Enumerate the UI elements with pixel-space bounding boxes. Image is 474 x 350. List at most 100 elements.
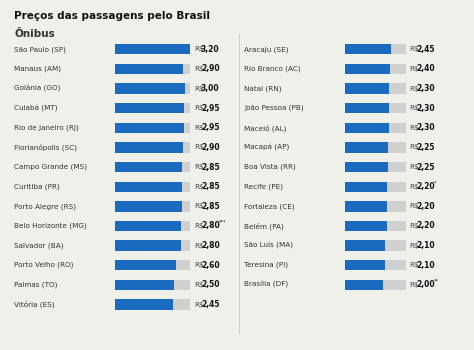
Bar bbox=[115, 103, 190, 113]
Bar bbox=[115, 64, 190, 74]
Bar bbox=[115, 162, 182, 172]
Bar bbox=[115, 122, 184, 133]
Text: 2,00: 2,00 bbox=[417, 280, 435, 289]
Bar bbox=[115, 240, 181, 251]
Text: R$: R$ bbox=[410, 203, 419, 209]
Text: R$: R$ bbox=[410, 223, 419, 229]
Bar bbox=[115, 182, 190, 192]
Text: R$: R$ bbox=[194, 203, 203, 209]
Bar bbox=[345, 201, 406, 211]
Text: 2,30: 2,30 bbox=[417, 84, 435, 93]
Bar bbox=[345, 182, 387, 192]
Text: R$: R$ bbox=[410, 105, 419, 111]
Text: 2,30: 2,30 bbox=[417, 104, 435, 113]
Text: 2,80: 2,80 bbox=[201, 241, 219, 250]
Bar bbox=[345, 240, 385, 251]
Text: Curitiba (PR): Curitiba (PR) bbox=[15, 183, 60, 190]
Text: 2,40: 2,40 bbox=[417, 64, 435, 74]
Text: Natal (RN): Natal (RN) bbox=[244, 85, 282, 92]
Text: Salvador (BA): Salvador (BA) bbox=[15, 242, 64, 249]
Bar bbox=[345, 103, 389, 113]
Text: R$: R$ bbox=[410, 282, 419, 288]
Text: 2,20: 2,20 bbox=[417, 202, 435, 211]
Bar bbox=[115, 240, 190, 251]
Bar bbox=[115, 64, 183, 74]
Bar bbox=[115, 142, 183, 153]
Bar bbox=[345, 280, 406, 290]
Bar bbox=[345, 182, 406, 192]
Text: Cuiabá (MT): Cuiabá (MT) bbox=[15, 105, 58, 112]
Bar bbox=[345, 142, 388, 153]
Text: 2,30: 2,30 bbox=[417, 123, 435, 132]
Bar bbox=[345, 280, 383, 290]
Text: Manaus (AM): Manaus (AM) bbox=[15, 66, 62, 72]
Bar bbox=[345, 122, 389, 133]
Text: R$: R$ bbox=[410, 262, 419, 268]
Bar bbox=[345, 240, 406, 251]
Text: R$: R$ bbox=[194, 46, 203, 52]
Text: R$: R$ bbox=[194, 105, 203, 111]
Text: Ônibus: Ônibus bbox=[15, 29, 55, 38]
Bar bbox=[345, 221, 387, 231]
Text: 2,10: 2,10 bbox=[417, 241, 435, 250]
Text: Florianópolis (SC): Florianópolis (SC) bbox=[15, 144, 77, 151]
Text: Belém (PA): Belém (PA) bbox=[244, 222, 284, 230]
Text: R$: R$ bbox=[194, 301, 203, 308]
Bar bbox=[115, 280, 190, 290]
Text: Campo Grande (MS): Campo Grande (MS) bbox=[15, 164, 88, 170]
Text: 2,85: 2,85 bbox=[201, 202, 219, 211]
Bar bbox=[345, 221, 406, 231]
Bar bbox=[345, 103, 406, 113]
Bar bbox=[115, 83, 190, 94]
Text: R$: R$ bbox=[194, 223, 203, 229]
Text: 2,90: 2,90 bbox=[201, 143, 219, 152]
Text: R$: R$ bbox=[410, 66, 419, 72]
Text: R$: R$ bbox=[410, 145, 419, 150]
Bar bbox=[115, 201, 182, 211]
Text: Maceió (AL): Maceió (AL) bbox=[244, 124, 286, 132]
Text: Palmas (TO): Palmas (TO) bbox=[15, 282, 58, 288]
Text: R$: R$ bbox=[194, 243, 203, 248]
Text: 2,85: 2,85 bbox=[201, 163, 219, 172]
Text: 2,25: 2,25 bbox=[417, 143, 435, 152]
Text: ***: *** bbox=[219, 220, 226, 225]
Text: Goiânia (GO): Goiânia (GO) bbox=[15, 85, 61, 92]
Text: Rio Branco (AC): Rio Branco (AC) bbox=[244, 66, 301, 72]
Bar bbox=[115, 299, 190, 310]
Bar bbox=[115, 201, 190, 211]
Bar bbox=[115, 280, 174, 290]
Text: Brasília (DF): Brasília (DF) bbox=[244, 281, 288, 288]
Bar bbox=[115, 103, 184, 113]
Text: R$: R$ bbox=[194, 262, 203, 268]
Text: 2,90: 2,90 bbox=[201, 64, 219, 74]
Text: R$: R$ bbox=[410, 243, 419, 248]
Bar bbox=[115, 221, 181, 231]
Text: R$: R$ bbox=[410, 85, 419, 92]
Bar bbox=[345, 64, 391, 74]
Bar bbox=[345, 83, 389, 94]
Text: R$: R$ bbox=[194, 85, 203, 92]
Bar bbox=[345, 44, 406, 55]
Bar bbox=[115, 221, 190, 231]
Text: Aracaju (SE): Aracaju (SE) bbox=[244, 46, 289, 52]
Text: Rio de Janeiro (RJ): Rio de Janeiro (RJ) bbox=[15, 125, 79, 131]
Text: R$: R$ bbox=[194, 164, 203, 170]
Text: R$: R$ bbox=[410, 46, 419, 52]
Bar bbox=[115, 299, 173, 310]
Text: Macapá (AP): Macapá (AP) bbox=[244, 144, 289, 151]
Bar bbox=[345, 122, 406, 133]
Bar bbox=[345, 142, 406, 153]
Text: 2,45: 2,45 bbox=[201, 300, 219, 309]
Text: São Luís (MA): São Luís (MA) bbox=[244, 242, 293, 249]
Bar bbox=[115, 260, 176, 271]
Text: 2,80: 2,80 bbox=[201, 222, 219, 231]
Text: R$: R$ bbox=[194, 66, 203, 72]
Text: 2,20: 2,20 bbox=[417, 182, 435, 191]
Text: João Pessoa (PB): João Pessoa (PB) bbox=[244, 105, 304, 111]
Text: R$: R$ bbox=[194, 125, 203, 131]
Text: R$: R$ bbox=[194, 145, 203, 150]
Text: 2,25: 2,25 bbox=[417, 163, 435, 172]
Text: 3,00: 3,00 bbox=[201, 84, 219, 93]
Text: Boa Vista (RR): Boa Vista (RR) bbox=[244, 164, 296, 170]
Text: R$: R$ bbox=[410, 125, 419, 131]
